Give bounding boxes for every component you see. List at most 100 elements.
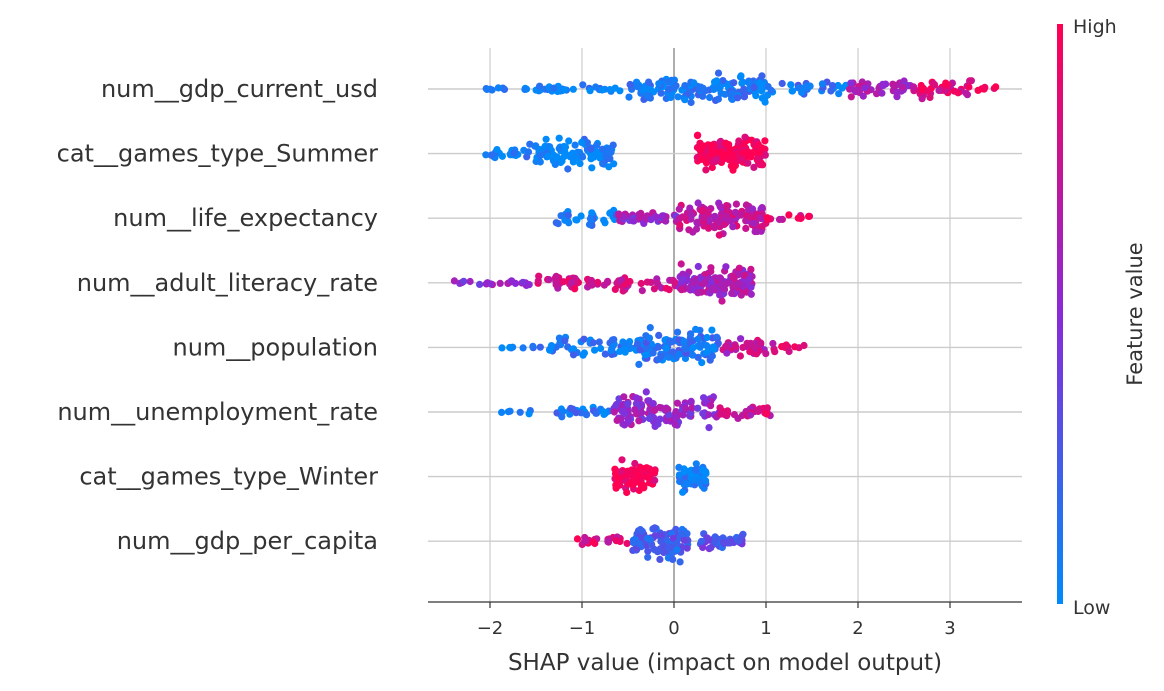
data-point bbox=[694, 199, 702, 207]
data-point bbox=[758, 72, 766, 80]
data-point bbox=[657, 537, 665, 546]
data-point bbox=[800, 341, 808, 350]
data-point bbox=[926, 93, 934, 102]
data-point bbox=[553, 153, 561, 161]
data-point bbox=[532, 142, 540, 150]
data-point bbox=[591, 346, 599, 354]
data-point bbox=[737, 335, 745, 343]
data-point bbox=[555, 134, 563, 142]
x-axis: −2 −1 0 1 2 3 bbox=[428, 601, 1022, 639]
feature-label: num__gdp_per_capita bbox=[117, 527, 378, 555]
data-point bbox=[645, 397, 653, 405]
data-point bbox=[692, 466, 700, 474]
data-point bbox=[788, 87, 796, 95]
data-point bbox=[571, 285, 579, 293]
data-point bbox=[738, 155, 746, 163]
data-points bbox=[450, 69, 1000, 566]
data-point bbox=[625, 93, 633, 101]
data-point bbox=[561, 86, 569, 94]
data-point bbox=[670, 76, 679, 84]
data-point bbox=[561, 143, 570, 151]
data-point bbox=[588, 281, 596, 289]
data-point bbox=[731, 208, 740, 216]
data-point bbox=[699, 543, 707, 552]
data-point bbox=[629, 217, 637, 225]
data-point bbox=[657, 89, 665, 97]
data-point bbox=[629, 539, 638, 547]
data-point bbox=[740, 93, 749, 101]
data-point bbox=[873, 90, 881, 98]
data-point bbox=[714, 95, 723, 103]
data-point bbox=[569, 351, 578, 359]
data-point bbox=[583, 139, 592, 147]
data-point bbox=[668, 543, 676, 551]
data-point bbox=[741, 133, 749, 141]
data-point bbox=[677, 286, 686, 294]
data-point bbox=[508, 277, 516, 285]
data-point bbox=[694, 289, 702, 297]
data-point bbox=[735, 279, 743, 287]
data-point bbox=[521, 85, 529, 94]
data-point bbox=[847, 93, 855, 101]
data-point bbox=[717, 281, 725, 289]
data-point bbox=[735, 137, 743, 145]
data-point bbox=[709, 285, 717, 293]
data-point bbox=[631, 459, 639, 468]
data-point bbox=[677, 260, 685, 268]
data-point bbox=[498, 344, 506, 352]
data-point bbox=[588, 209, 596, 217]
data-point bbox=[707, 279, 716, 287]
data-point bbox=[722, 263, 730, 271]
data-point bbox=[631, 406, 639, 414]
data-point bbox=[676, 221, 684, 229]
data-point bbox=[709, 343, 717, 351]
data-point bbox=[690, 278, 698, 286]
data-point bbox=[589, 339, 597, 347]
data-point bbox=[657, 352, 665, 361]
data-point bbox=[662, 284, 670, 292]
data-point bbox=[696, 341, 704, 349]
data-point bbox=[580, 349, 589, 357]
data-point bbox=[699, 409, 707, 418]
data-point bbox=[643, 278, 651, 286]
data-point bbox=[686, 338, 694, 346]
data-point bbox=[675, 205, 683, 213]
data-point bbox=[756, 161, 764, 169]
data-point bbox=[731, 342, 740, 350]
data-point bbox=[992, 83, 1000, 91]
colorbar-high-label: High bbox=[1073, 16, 1117, 38]
data-point bbox=[635, 417, 643, 425]
data-point bbox=[726, 145, 734, 153]
data-point bbox=[565, 137, 573, 145]
data-point bbox=[702, 166, 710, 174]
data-point bbox=[785, 211, 793, 219]
data-point bbox=[726, 217, 734, 225]
data-point bbox=[690, 79, 698, 87]
data-point bbox=[558, 157, 566, 165]
data-point bbox=[698, 207, 706, 215]
data-point bbox=[567, 404, 575, 412]
data-point bbox=[545, 276, 553, 284]
data-point bbox=[632, 394, 640, 402]
data-point bbox=[608, 336, 617, 344]
x-axis-title: SHAP value (impact on model output) bbox=[508, 650, 942, 676]
data-point bbox=[749, 219, 758, 227]
data-point bbox=[962, 89, 970, 97]
data-point bbox=[686, 204, 694, 212]
colorbar-low-label: Low bbox=[1073, 597, 1110, 619]
data-point bbox=[707, 267, 715, 276]
data-point bbox=[655, 80, 663, 88]
data-point bbox=[965, 83, 973, 91]
data-point bbox=[634, 83, 642, 91]
data-point bbox=[756, 214, 764, 222]
data-point bbox=[740, 85, 748, 93]
data-point bbox=[694, 404, 702, 412]
data-point bbox=[918, 95, 926, 103]
data-point bbox=[604, 277, 612, 285]
data-point bbox=[785, 347, 793, 356]
data-point bbox=[682, 404, 690, 413]
data-point bbox=[700, 394, 708, 402]
data-point bbox=[569, 149, 577, 157]
data-point bbox=[593, 409, 601, 417]
data-point bbox=[750, 163, 758, 171]
